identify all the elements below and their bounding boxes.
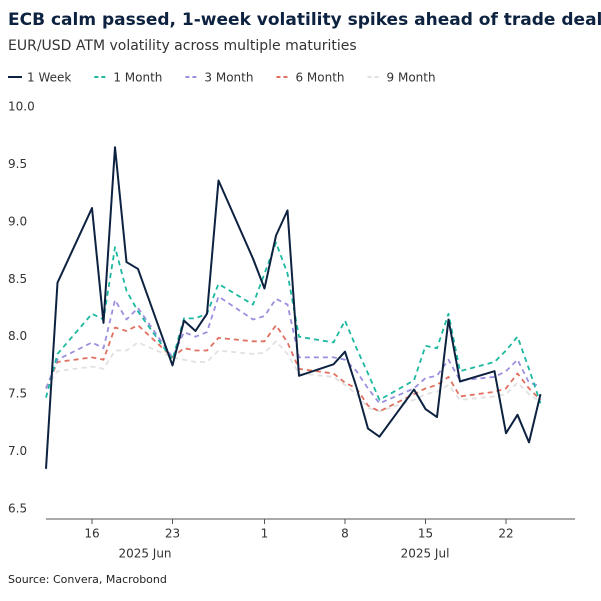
y-tick-label: 7.0 xyxy=(8,444,27,458)
y-tick-label: 8.0 xyxy=(8,329,27,343)
source: Source: Convera, Macrobond xyxy=(8,573,167,586)
chart-subtitle: EUR/USD ATM volatility across multiple m… xyxy=(8,38,357,54)
x-tick-label: 16 xyxy=(84,527,99,541)
series-line xyxy=(45,340,542,413)
y-tick-label: 8.5 xyxy=(8,272,27,286)
x-tick-label: 22 xyxy=(498,527,513,541)
legend-label: 9 Month xyxy=(387,71,436,85)
series-line xyxy=(45,295,541,405)
x-tick-label: 1 xyxy=(261,527,269,541)
legend-label: 1 Month xyxy=(113,71,162,85)
chart-title: ECB calm passed, 1-week volatility spike… xyxy=(8,10,601,30)
y-tick-label: 7.5 xyxy=(8,387,27,401)
legend-label: 3 Month xyxy=(204,71,253,85)
legend-label: 6 Month xyxy=(295,71,344,85)
series-line xyxy=(45,146,542,469)
x-tick-label: 15 xyxy=(418,527,433,541)
x-tick-label: 23 xyxy=(165,527,180,541)
y-tick-label: 6.5 xyxy=(8,502,27,516)
x-group-label: 2025 Jul xyxy=(401,547,450,561)
y-tick-label: 9.0 xyxy=(8,214,27,228)
legend-label: 1 Week xyxy=(27,71,71,85)
x-tick-label: 8 xyxy=(341,527,349,541)
y-tick-label: 9.5 xyxy=(8,157,27,171)
y-tick-label: 10.0 xyxy=(8,100,35,114)
series-line xyxy=(45,324,542,413)
x-group-label: 2025 Jun xyxy=(118,547,171,561)
